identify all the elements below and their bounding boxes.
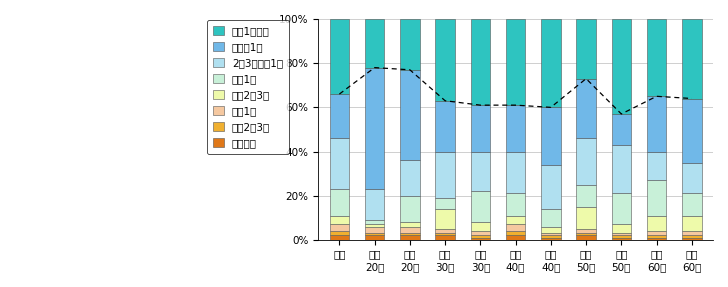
Bar [330, 189, 349, 216]
Bar [541, 209, 561, 227]
Bar [365, 235, 384, 240]
Bar [647, 152, 666, 180]
Bar [435, 198, 455, 209]
Bar [330, 19, 349, 94]
Bar [541, 19, 561, 107]
Bar [647, 19, 666, 96]
Bar [330, 138, 349, 189]
Bar [682, 162, 702, 193]
Bar [330, 235, 349, 240]
Bar [330, 216, 349, 224]
Bar [647, 216, 666, 231]
Bar [682, 19, 702, 98]
Bar [577, 19, 596, 79]
Bar [612, 114, 631, 145]
Bar [400, 70, 419, 160]
Bar [400, 235, 419, 240]
Bar [400, 227, 419, 233]
Bar [330, 231, 349, 235]
Bar [541, 238, 561, 240]
Bar [506, 216, 526, 224]
Bar [577, 79, 596, 138]
Bar [612, 224, 631, 233]
Bar [541, 107, 561, 165]
Bar [682, 193, 702, 216]
Bar [541, 227, 561, 233]
Bar [470, 19, 490, 105]
Bar [682, 98, 702, 162]
Bar [577, 185, 596, 207]
Bar [612, 193, 631, 224]
Bar [365, 233, 384, 235]
Bar [506, 105, 526, 152]
Bar [577, 138, 596, 185]
Bar [506, 231, 526, 235]
Bar [541, 235, 561, 238]
Bar [682, 216, 702, 231]
Bar [506, 235, 526, 240]
Bar [435, 233, 455, 235]
Bar [612, 145, 631, 193]
Bar [506, 224, 526, 231]
Bar [647, 235, 666, 238]
Bar [506, 152, 526, 193]
Bar [682, 231, 702, 235]
Bar [470, 105, 490, 152]
Bar [612, 238, 631, 240]
Bar [541, 165, 561, 209]
Bar [612, 19, 631, 114]
Legend: 年に1回以下, 半年に1回, 2〜3カ月に1回, 月に1回, 月に2〜3回, 週に1回, 週に2〜3回, ほぼ毎日: 年に1回以下, 半年に1回, 2〜3カ月に1回, 月に1回, 月に2〜3回, 週… [207, 20, 289, 154]
Bar [400, 19, 419, 70]
Bar [435, 19, 455, 101]
Bar [577, 235, 596, 240]
Bar [400, 196, 419, 222]
Bar [577, 233, 596, 235]
Bar [612, 235, 631, 238]
Bar [647, 238, 666, 240]
Bar [400, 233, 419, 235]
Bar [577, 207, 596, 229]
Bar [365, 227, 384, 233]
Bar [506, 19, 526, 105]
Bar [365, 68, 384, 189]
Bar [400, 160, 419, 196]
Bar [400, 222, 419, 227]
Bar [506, 193, 526, 216]
Bar [365, 189, 384, 220]
Bar [470, 152, 490, 191]
Bar [365, 19, 384, 68]
Bar [435, 152, 455, 198]
Bar [577, 229, 596, 233]
Bar [470, 238, 490, 240]
Bar [330, 224, 349, 231]
Bar [470, 231, 490, 235]
Bar [647, 180, 666, 216]
Bar [541, 233, 561, 235]
Bar [365, 220, 384, 224]
Bar [647, 231, 666, 235]
Bar [435, 209, 455, 229]
Bar [470, 191, 490, 222]
Bar [612, 233, 631, 235]
Bar [330, 94, 349, 138]
Bar [435, 101, 455, 152]
Bar [435, 229, 455, 233]
Bar [682, 235, 702, 238]
Bar [682, 238, 702, 240]
Bar [647, 96, 666, 152]
Bar [470, 235, 490, 238]
Bar [470, 222, 490, 231]
Bar [365, 224, 384, 227]
Bar [435, 235, 455, 240]
